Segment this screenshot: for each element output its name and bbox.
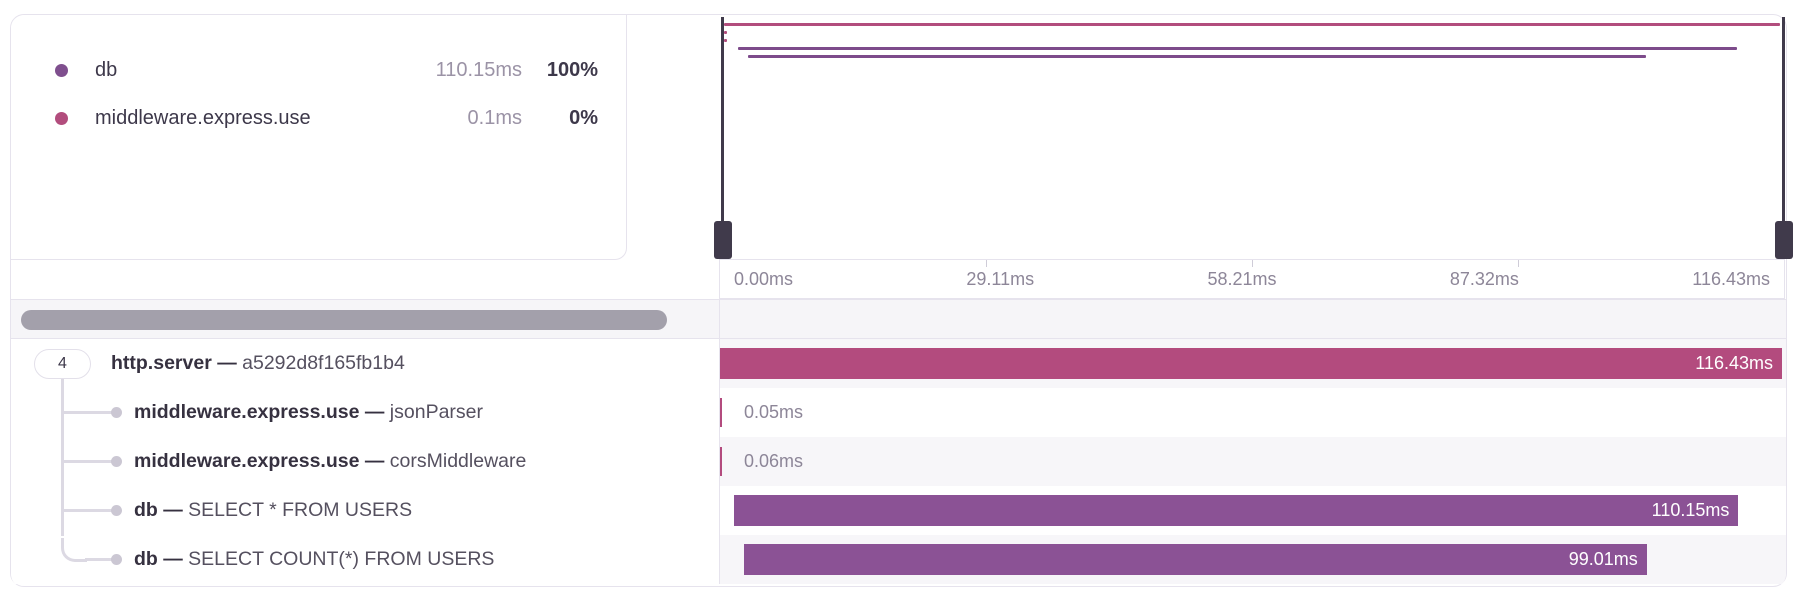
span-bar-cell: 110.15ms [719,486,1786,535]
span-duration-bar[interactable]: 99.01ms [743,544,1647,575]
span-name: db [134,548,158,570]
span-bar-track: 0.06ms [720,437,1782,486]
span-duration-bar[interactable] [720,447,722,476]
span-bar-cell: 0.06ms [719,437,1786,486]
span-label: db — SELECT * FROM USERS [134,499,412,522]
span-name: middleware.express.use [134,401,360,423]
span-separator: — [217,352,243,374]
span-duration-label-outside: 0.05ms [744,402,804,422]
span-duration-bar[interactable]: 116.43ms [720,348,1782,379]
span-label: http.server — a5292d8f165fb1b4 [111,352,405,375]
span-tree-cell: middleware.express.use — corsMiddleware [11,437,719,486]
legend-item-duration: 110.15ms [435,58,522,81]
minimap-span-line [747,55,1646,58]
span-rows: 4 http.server — a5292d8f165fb1b4 116.43m… [11,339,1786,588]
span-tree-cell: middleware.express.use — jsonParser [11,388,719,437]
legend-item-name: middleware.express.use [95,106,311,129]
span-label: middleware.express.use — jsonParser [134,401,483,424]
span-label: db — SELECT COUNT(*) FROM USERS [134,548,494,571]
axis-tick-mark [1518,260,1519,267]
span-separator: — [364,401,390,423]
legend-item[interactable]: db 110.15ms 100% [11,46,626,94]
legend-item-name: db [95,58,118,81]
panel-divider [719,300,720,338]
minimap-span-lines [724,15,1780,259]
span-bar-track: 0.05ms [720,388,1782,437]
span-tree-cell: db — SELECT COUNT(*) FROM USERS [11,535,719,584]
trace-row[interactable]: db — SELECT COUNT(*) FROM USERS 99.01ms [11,535,1786,584]
span-separator: — [364,450,390,472]
axis-tick-mark [986,260,987,267]
axis-tick-label: 116.43ms [1692,268,1770,289]
span-bar-cell: 99.01ms [719,535,1786,584]
span-name: db [134,499,158,521]
trace-row[interactable]: middleware.express.use — jsonParser 0.05… [11,388,1786,437]
span-detail: SELECT * FROM USERS [188,499,413,521]
span-name: http.server [111,352,212,374]
trace-viewer-card: db 110.15ms 100% middleware.express.use … [10,14,1793,588]
minimap-span-line [737,47,1737,50]
span-duration-label: 99.01ms [1568,549,1638,569]
span-tree-cell: 4 http.server — a5292d8f165fb1b4 [11,339,719,388]
axis-tick-mark [1252,260,1253,267]
axis-tick-label: 87.32ms [1449,268,1519,289]
minimap-right-drag-handle[interactable] [1775,221,1793,259]
span-separator: — [163,499,189,521]
timeline-minimap [714,15,1793,259]
span-duration-bar[interactable]: 110.15ms [733,495,1739,526]
trace-row[interactable]: middleware.express.use — corsMiddleware … [11,437,1786,486]
span-separator: — [163,548,189,570]
span-name: middleware.express.use [134,450,360,472]
minimap-left-handle-line [721,17,724,225]
minimap-left-drag-handle[interactable] [714,221,732,259]
span-bar-track: 116.43ms [720,339,1782,388]
span-detail: jsonParser [389,401,484,423]
legend-item[interactable]: middleware.express.use 0.1ms 0% [11,94,626,142]
span-bar-track: 110.15ms [720,486,1782,535]
span-detail: a5292d8f165fb1b4 [242,352,405,374]
minimap-span-line [724,31,727,34]
span-bar-cell: 0.05ms [719,388,1786,437]
child-count-badge[interactable]: 4 [34,348,91,379]
span-detail: SELECT COUNT(*) FROM USERS [188,548,495,570]
span-duration-label: 110.15ms [1651,500,1730,520]
legend-panel: db 110.15ms 100% middleware.express.use … [11,15,627,260]
legend-item-percent: 100% [546,58,598,81]
trace-row[interactable]: 4 http.server — a5292d8f165fb1b4 116.43m… [11,339,1786,388]
minimap-span-line [724,39,727,42]
span-duration-label-outside: 0.06ms [744,451,804,471]
horizontal-scrollbar-track[interactable] [11,299,1786,339]
legend-color-dot-icon [55,111,68,125]
span-bar-track: 99.01ms [720,535,1782,584]
span-label: middleware.express.use — corsMiddleware [134,450,526,473]
span-bar-cell: 116.43ms [719,339,1786,388]
span-detail: corsMiddleware [389,450,527,472]
span-tree-cell: db — SELECT * FROM USERS [11,486,719,535]
minimap-right-handle-line [1782,17,1785,225]
axis-tick-label: 0.00ms [734,268,794,289]
axis-tick-label: 58.21ms [1207,268,1277,289]
time-axis: 0.00ms 29.11ms 58.21ms 87.32ms 116.43ms [719,259,1785,299]
legend-item-duration: 0.1ms [467,106,522,129]
span-duration-label: 116.43ms [1695,353,1773,373]
minimap-span-line [724,23,1780,26]
trace-row[interactable]: db — SELECT * FROM USERS 110.15ms [11,486,1786,535]
legend-color-dot-icon [55,63,68,77]
axis-tick-label: 29.11ms [966,268,1035,289]
horizontal-scrollbar-thumb[interactable] [21,310,667,330]
span-duration-bar[interactable] [720,398,722,427]
legend-item-percent: 0% [569,106,598,129]
